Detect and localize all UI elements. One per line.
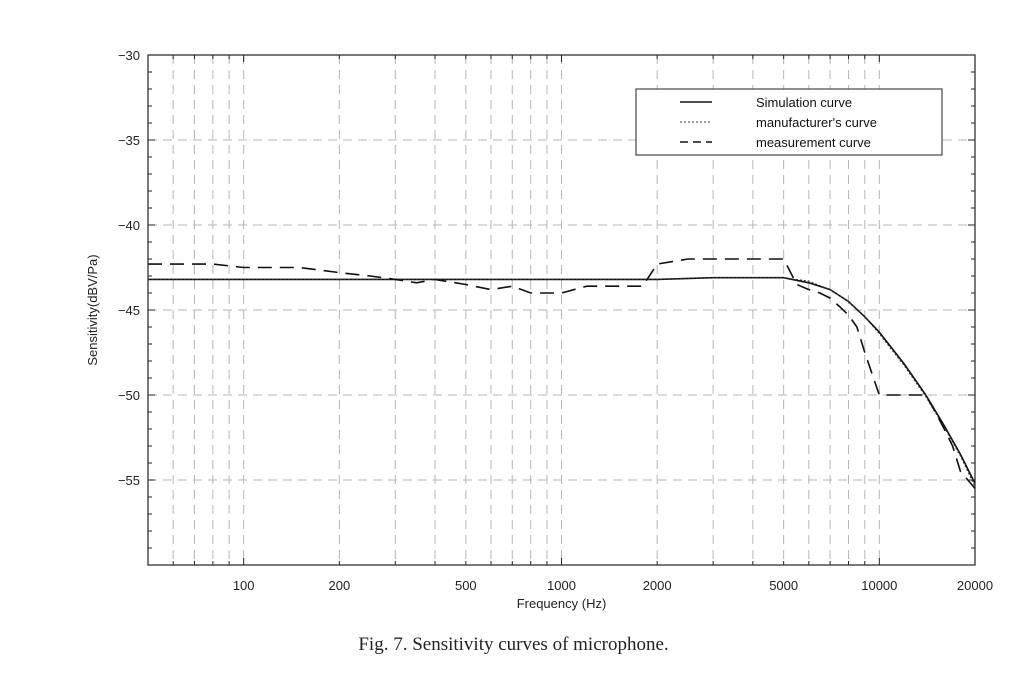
sensitivity-chart: 100 200 500 1000 2000 5000 10000 20000 −30 −35 −40… (85, 48, 993, 611)
legend-entry-simulation: Simulation curve (756, 95, 852, 110)
y-tick-label: −40 (118, 218, 140, 233)
grid-lines (148, 55, 975, 565)
axis-ticks (148, 54, 975, 566)
x-tick-label: 10000 (861, 578, 897, 593)
x-tick-label: 5000 (769, 578, 798, 593)
series-layer (148, 258, 976, 490)
y-tick-label: −50 (118, 388, 140, 403)
y-tick-label: −55 (118, 473, 140, 488)
y-tick-label: −45 (118, 303, 140, 318)
x-tick-label: 2000 (643, 578, 672, 593)
x-tick-label: 100 (233, 578, 255, 593)
y-tick-label: −35 (118, 133, 140, 148)
series-line-measurement (148, 258, 976, 490)
legend: Simulation curve manufacturer's curve me… (635, 88, 943, 156)
legend-entry-measurement: measurement curve (756, 135, 871, 150)
series-line-manufacturer (148, 277, 976, 488)
y-axis-label: Sensitivity(dBV/Pa) (85, 254, 100, 365)
x-tick-label: 500 (455, 578, 477, 593)
legend-box (635, 88, 943, 156)
x-tick-label: 1000 (547, 578, 576, 593)
x-tick-label: 20000 (957, 578, 993, 593)
figure-caption: Fig. 7. Sensitivity curves of microphone… (358, 634, 669, 655)
x-axis-label: Frequency (Hz) (517, 596, 607, 611)
legend-entry-manufacturer: manufacturer's curve (756, 115, 877, 130)
x-tick-label: 200 (328, 578, 350, 593)
tick-labels: 100 200 500 1000 2000 5000 10000 20000 −30 −35 −40… (118, 48, 993, 593)
y-tick-label: −30 (118, 48, 140, 63)
